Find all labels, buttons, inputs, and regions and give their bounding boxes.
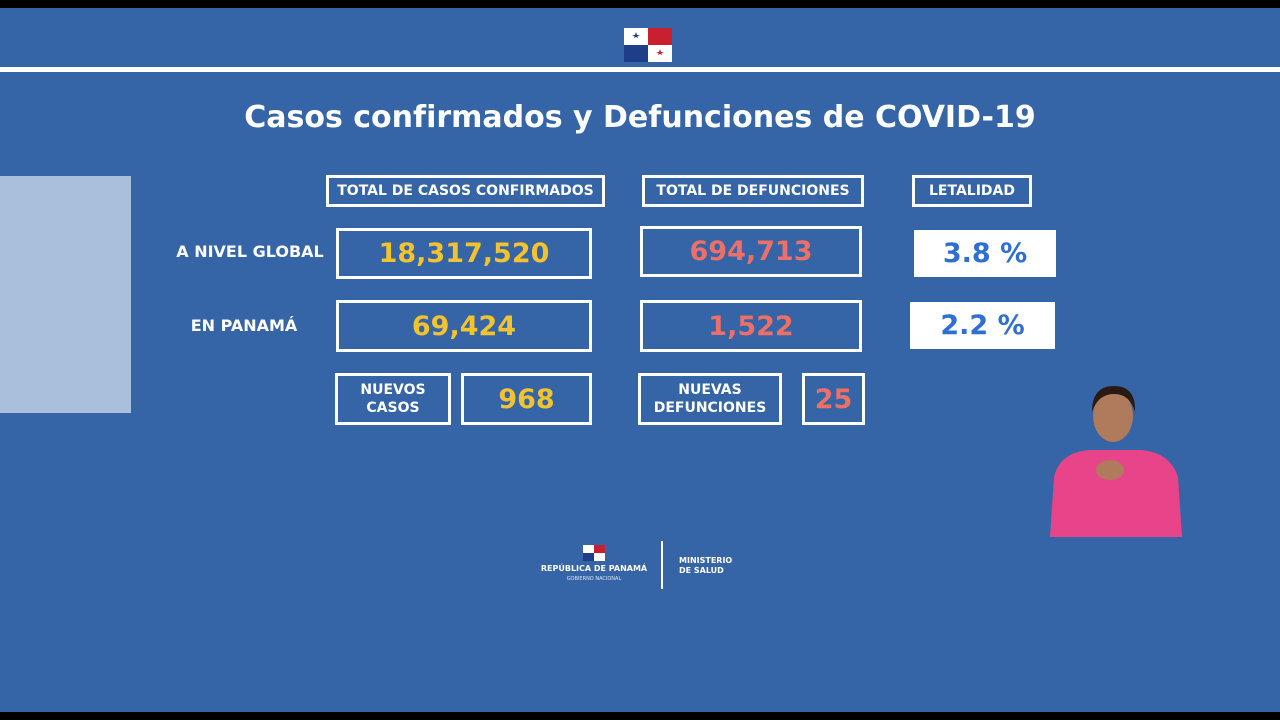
interpreter — [1050, 386, 1182, 537]
footer-flag — [583, 545, 605, 561]
cases-value: 18,317,520 — [336, 228, 592, 279]
flag — [624, 28, 672, 62]
row-label: EN PANAMÁ — [190, 316, 298, 335]
lethality-value: 2.2 % — [910, 302, 1055, 349]
new-cases-label: NUEVOS CASOS — [335, 373, 451, 425]
letterbox-top — [0, 0, 1280, 8]
title: Casos confirmados y Defunciones de COVID… — [244, 100, 1036, 135]
footer-republic: REPÚBLICA DE PANAMÁ — [540, 564, 648, 573]
cases-value: 69,424 — [336, 300, 592, 352]
lethality-value: 3.8 % — [914, 230, 1056, 277]
new-cases-value: 968 — [461, 373, 592, 425]
footer-divider — [661, 541, 663, 589]
deaths-value: 694,713 — [640, 226, 862, 277]
column-header: TOTAL DE CASOS CONFIRMADOS — [326, 175, 605, 207]
column-header: TOTAL DE DEFUNCIONES — [642, 175, 864, 207]
letterbox-bottom — [0, 712, 1280, 720]
panel — [0, 176, 131, 413]
row-label: A NIVEL GLOBAL — [176, 242, 324, 261]
footer-ministry: MINISTERIO DE SALUD — [679, 556, 733, 575]
footer-government: GOBIERNO NACIONAL — [566, 576, 622, 582]
divider — [0, 67, 1280, 72]
new-deaths-value: 25 — [802, 373, 865, 425]
column-header: LETALIDAD — [912, 175, 1032, 207]
new-deaths-label: NUEVAS DEFUNCIONES — [638, 373, 782, 425]
deaths-value: 1,522 — [640, 300, 862, 352]
